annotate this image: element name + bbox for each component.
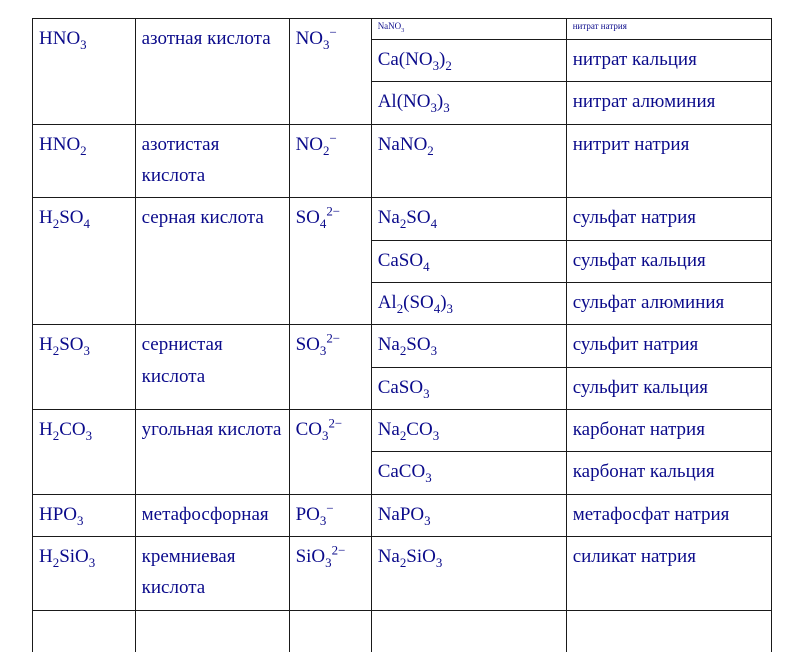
acid-name: кремниевая кислота [135,537,289,611]
salt-name: силикат натрия [566,537,771,611]
acid-ion: CO32− [289,410,371,495]
empty-cell [371,610,566,652]
acid-ion: PO3− [289,494,371,536]
salt-name: сульфит натрия [566,325,771,367]
acid-formula: H2CO3 [33,410,136,495]
acid-formula: HNO2 [33,124,136,198]
salt-formula: CaSO4 [371,240,566,282]
acids-table: HNO3азотная кислотаNO3−NaNO3нитрат натри… [32,18,772,652]
salt-formula: Na2SiO3 [371,537,566,611]
salt-formula: NaPO3 [371,494,566,536]
salt-name: сульфат кальция [566,240,771,282]
table-row: HNO3азотная кислотаNO3−NaNO3нитрат натри… [33,19,772,40]
acid-formula: H2SO3 [33,325,136,410]
acid-name: азотистая кислота [135,124,289,198]
salt-formula: NaNO2 [371,124,566,198]
salt-name: нитрат алюминия [566,82,771,124]
salt-formula: CaSO3 [371,367,566,409]
table-row: H2CO3угольная кислотаCO32−Na2CO3карбонат… [33,410,772,452]
salt-name: метафосфат натрия [566,494,771,536]
salt-formula: Na2CO3 [371,410,566,452]
empty-cell [566,610,771,652]
acid-formula: H2SiO3 [33,537,136,611]
acid-ion: SiO32− [289,537,371,611]
acid-ion: SO42− [289,198,371,325]
table-row: H2SiO3кремниевая кислотаSiO32−Na2SiO3сил… [33,537,772,611]
acid-formula: HPO3 [33,494,136,536]
acid-formula: HNO3 [33,19,136,125]
salt-formula: NaNO3 [371,19,566,40]
salt-name: сульфат натрия [566,198,771,240]
table-row: H2SO3сернистая кислотаSO32−Na2SO3сульфит… [33,325,772,367]
empty-cell [135,610,289,652]
salt-formula: Al(NO3)3 [371,82,566,124]
empty-cell [289,610,371,652]
acid-name: угольная кислота [135,410,289,495]
salt-name: нитрат натрия [566,19,771,40]
acid-ion: SO32− [289,325,371,410]
salt-formula: Na2SO4 [371,198,566,240]
acid-formula: H2SO4 [33,198,136,325]
salt-formula: Ca(NO3)2 [371,40,566,82]
salt-name: нитрит натрия [566,124,771,198]
salt-name: сульфит кальция [566,367,771,409]
salt-formula: CaCO3 [371,452,566,494]
empty-cell [33,610,136,652]
acids-tbody: HNO3азотная кислотаNO3−NaNO3нитрат натри… [33,19,772,653]
acid-ion: NO2− [289,124,371,198]
salt-name: нитрат кальция [566,40,771,82]
page: HNO3азотная кислотаNO3−NaNO3нитрат натри… [0,0,800,662]
salt-formula: Al2(SO4)3 [371,283,566,325]
acid-name: сернистая кислота [135,325,289,410]
salt-name: карбонат кальция [566,452,771,494]
acid-ion: NO3− [289,19,371,125]
table-row: HNO2азотистая кислотаNO2−NaNO2нитрит нат… [33,124,772,198]
salt-formula: Na2SO3 [371,325,566,367]
table-row: HPO3метафосфорнаяPO3−NaPO3метафосфат нат… [33,494,772,536]
salt-name: сульфат алюминия [566,283,771,325]
table-row [33,610,772,652]
table-row: H2SO4серная кислотаSO42−Na2SO4сульфат на… [33,198,772,240]
acid-name: серная кислота [135,198,289,325]
acid-name: азотная кислота [135,19,289,125]
salt-name: карбонат натрия [566,410,771,452]
acid-name: метафосфорная [135,494,289,536]
